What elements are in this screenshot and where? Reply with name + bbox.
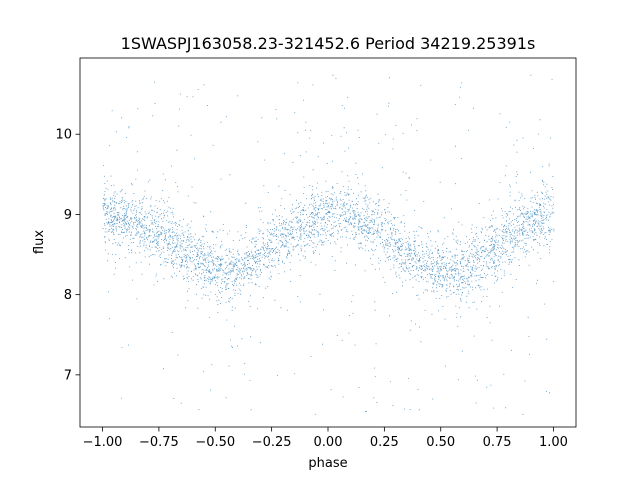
x-tick-label: 0.00 <box>314 435 343 450</box>
x-axis-label: phase <box>308 456 347 471</box>
x-tick-label: 0.50 <box>426 435 455 450</box>
x-tick-label: 1.00 <box>539 435 568 450</box>
y-tick-label: 10 <box>55 128 72 143</box>
x-tick-label: −0.50 <box>195 435 235 450</box>
x-tick-label: 0.75 <box>483 435 512 450</box>
x-tick-label: −1.00 <box>83 435 123 450</box>
y-axis: 7 8 9 10 <box>55 128 80 383</box>
y-axis-label: flux <box>32 230 47 254</box>
chart-title: 1SWASPJ163058.23-321452.6 Period 34219.2… <box>121 34 536 53</box>
x-tick-label: 0.25 <box>370 435 399 450</box>
x-axis: −1.00 −0.75 −0.50 −0.25 0.00 0.25 0.50 0.75 1.00 <box>83 427 568 450</box>
x-tick-label: −0.25 <box>252 435 292 450</box>
y-tick-label: 8 <box>64 288 72 303</box>
y-tick-label: 9 <box>64 208 72 223</box>
y-tick-label: 7 <box>64 368 72 383</box>
x-tick-label: −0.75 <box>139 435 179 450</box>
